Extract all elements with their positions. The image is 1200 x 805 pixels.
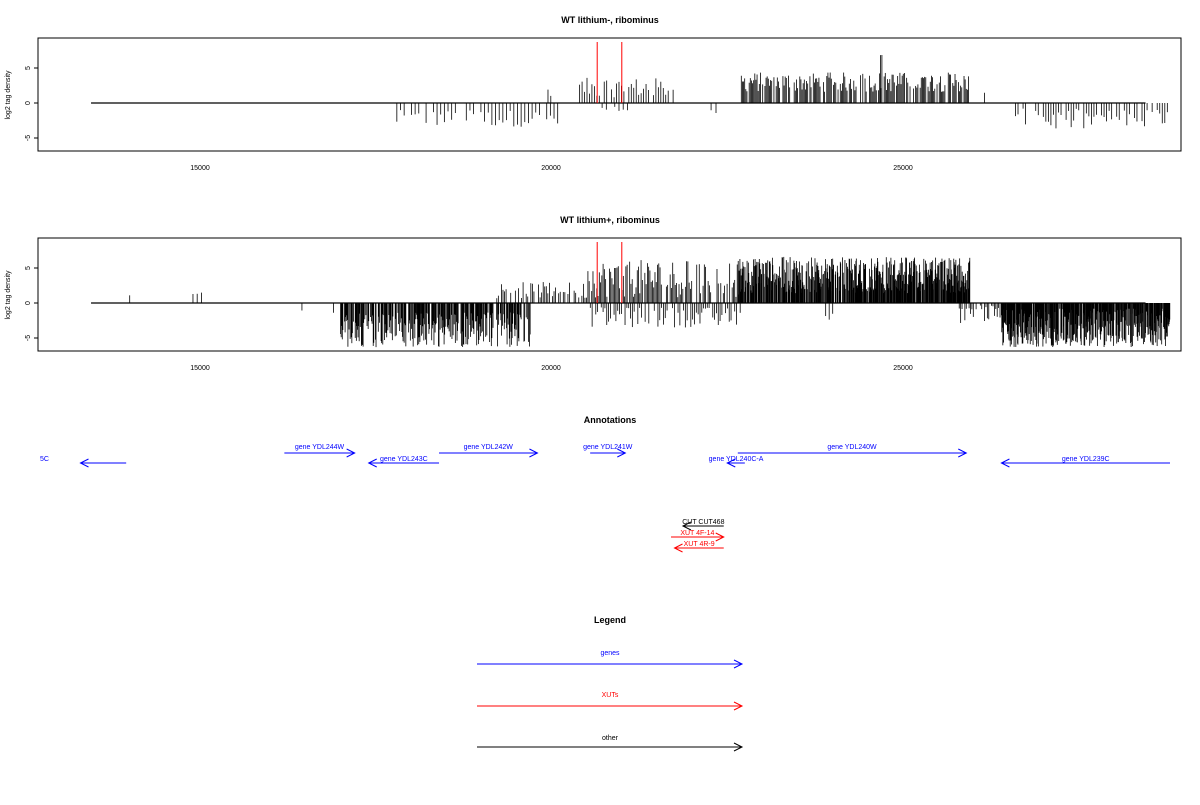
arrow-head-icon [529, 448, 539, 458]
legend-item-other: other [477, 735, 744, 752]
y-axis-label: log2 tag density [5, 270, 12, 320]
x-tick-label: 20000 [541, 165, 561, 172]
arrow-head-icon [367, 458, 377, 468]
data-bars [91, 242, 1171, 348]
feature-xut: XUT 4F-14 [671, 530, 725, 542]
x-tick-label: 25000 [893, 365, 913, 372]
feature-label: gene YDL240W [827, 444, 877, 451]
x-tick-label: 15000 [190, 365, 210, 372]
arrow-head-icon [726, 458, 736, 468]
legend-label: XUTs [602, 692, 619, 699]
legend-item-genes: genes [477, 650, 744, 669]
y-tick-label: 5 [25, 266, 32, 270]
feature-xut: XUT 4R-9 [673, 541, 724, 553]
panel-lithium-plus: WT lithium+, ribominus log2 tag density … [5, 215, 1182, 372]
feature-gene: gene YDL240C-A [709, 456, 764, 468]
feature-label: 5C [40, 456, 49, 463]
feature-label: gene YDL239C [1062, 456, 1110, 463]
feature-gene: gene YDL243C [367, 456, 440, 468]
plot-frame [37, 37, 1182, 152]
arrow-head-icon [733, 742, 744, 752]
feature-label: CUT CUT468 [682, 519, 724, 526]
legend-title: Legend [594, 615, 626, 625]
arrow-head-icon [681, 521, 692, 531]
y-axis: -5 0 5 [25, 66, 38, 141]
feature-label: XUT 4F-14 [680, 530, 714, 537]
y-tick-label: 5 [25, 66, 32, 70]
arrow-head-icon [673, 543, 683, 553]
plot-frame [37, 237, 1182, 352]
arrow-head-icon [958, 448, 968, 458]
panel-lithium-minus: WT lithium-, ribominus log2 tag density … [5, 15, 1182, 172]
feature-gene: gene YDL241W [583, 444, 633, 458]
legend-item-xuts: XUTs [477, 692, 744, 711]
arrow-head-icon [1000, 458, 1010, 468]
x-tick-label: 25000 [893, 165, 913, 172]
feature-gene: gene YDL244W [284, 444, 356, 458]
x-axis: 15000 20000 25000 [190, 165, 913, 172]
x-tick-label: 20000 [541, 365, 561, 372]
y-tick-label: 0 [25, 101, 32, 105]
feature-other: CUT CUT468 [681, 519, 725, 531]
feature-gene: 5C [40, 456, 127, 468]
y-tick-label: -5 [25, 335, 32, 341]
feature-label: gene YDL244W [295, 444, 345, 451]
data-bars [91, 42, 1168, 129]
panel-title: WT lithium-, ribominus [561, 15, 659, 25]
legend-label: genes [600, 650, 620, 657]
feature-label: gene YDL240C-A [709, 456, 764, 463]
annotations-title: Annotations [584, 415, 637, 425]
feature-gene: gene YDL239C [1000, 456, 1170, 468]
panel-title: WT lithium+, ribominus [560, 215, 660, 225]
arrow-head-icon [346, 448, 356, 458]
legend: Legend genes XUTs other [477, 615, 744, 752]
x-tick-label: 15000 [190, 165, 210, 172]
y-tick-label: -5 [25, 135, 32, 141]
feature-gene: gene YDL242W [439, 444, 539, 458]
arrow-head-icon [733, 659, 744, 669]
arrow-head-icon [617, 448, 627, 458]
legend-label: other [602, 735, 619, 742]
x-axis: 15000 20000 25000 [190, 365, 913, 372]
feature-label: gene YDL243C [380, 456, 428, 463]
annotations-track: Annotations 5C gene YDL244W gene YDL243C ge… [40, 415, 1170, 553]
feature-label: XUT 4R-9 [684, 541, 715, 548]
arrow-head-icon [79, 458, 89, 468]
feature-arrows: 5C gene YDL244W gene YDL243C gene YDL242W ge… [40, 444, 1170, 553]
arrow-head-icon [733, 701, 744, 711]
feature-label: gene YDL242W [464, 444, 514, 451]
feature-gene: gene YDL240W [737, 444, 968, 458]
y-axis: -5 0 5 [25, 266, 38, 341]
arrow-head-icon [715, 532, 725, 542]
y-tick-label: 0 [25, 301, 32, 305]
y-axis-label: log2 tag density [5, 70, 12, 120]
feature-label: gene YDL241W [583, 444, 633, 451]
